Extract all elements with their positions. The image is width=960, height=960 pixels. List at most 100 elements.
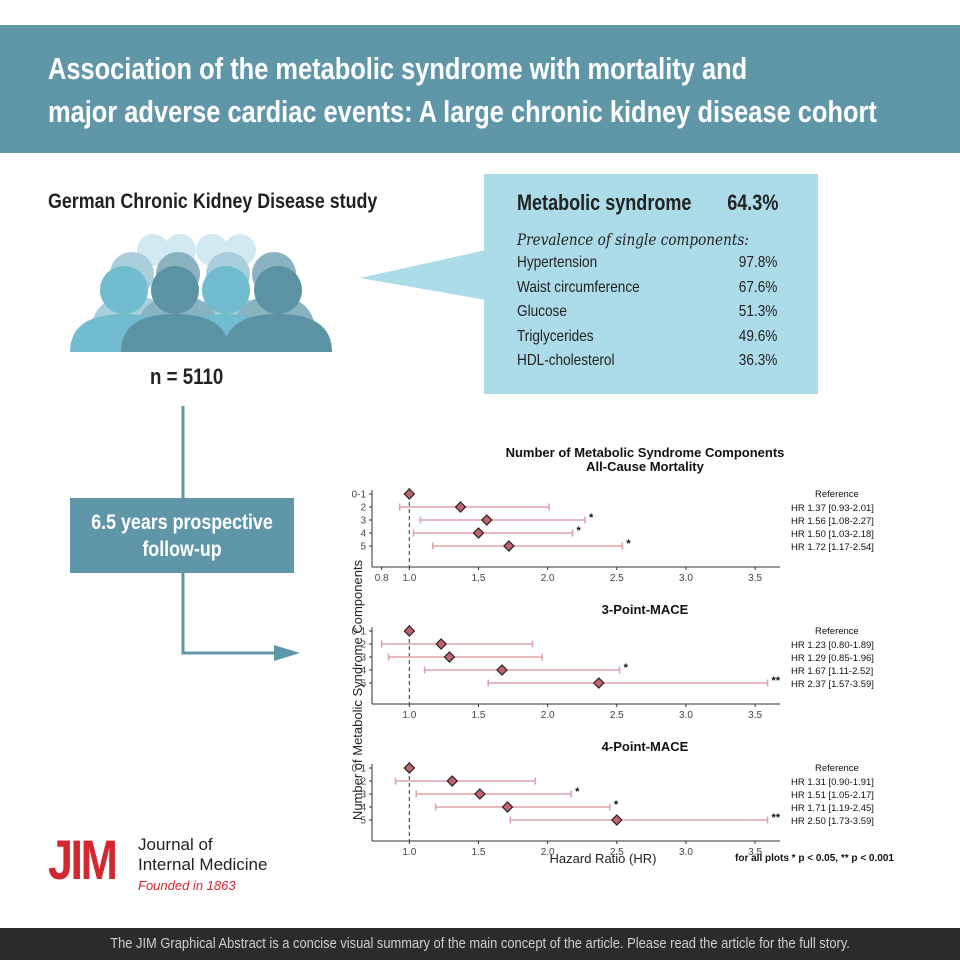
significance-label: ** (772, 812, 781, 824)
hr-point (403, 625, 416, 637)
significance-label: * (589, 512, 594, 524)
component-list: Hypertension 97.8% Waist circumference 6… (517, 254, 777, 377)
hr-point (403, 762, 416, 774)
list-item: Glucose 51.3% (517, 303, 777, 328)
hr-point (403, 488, 416, 500)
hr-label: Reference (815, 489, 859, 500)
logo-line-2: Internal Medicine (138, 855, 268, 874)
component-value: 49.6% (738, 327, 777, 345)
x-tick-label: 1.0 (402, 573, 416, 584)
footnote: for all plots * p < 0.05, ** p < 0.001 (735, 853, 894, 864)
y-tick-label: 0-1 (352, 490, 367, 501)
hr-label: HR 1.51 [1.05-2.17] (791, 790, 874, 801)
x-tick-label: 3.0 (679, 710, 693, 721)
chart-title: Number of Metabolic Syndrome Components (506, 445, 785, 460)
list-item: Waist circumference 67.6% (517, 279, 777, 304)
component-name: Hypertension (517, 254, 598, 271)
x-tick-label: 3.0 (679, 573, 693, 584)
forest-plot: Number of Metabolic Syndrome Components … (350, 445, 894, 866)
x-tick-label: 2.5 (610, 573, 624, 584)
x-tick-label: 3.5 (748, 710, 762, 721)
y-tick-label: 4 (360, 529, 366, 540)
metabolic-syndrome-label: Metabolic syndrome (517, 190, 692, 215)
hr-label: HR 1.56 [1.08-2.27] (791, 516, 874, 527)
study-name: German Chronic Kidney Disease study (48, 190, 378, 213)
x-tick-label: 1.0 (402, 710, 416, 721)
list-item: HDL-cholesterol 36.3% (517, 352, 777, 377)
y-tick-label: 0-1 (352, 764, 367, 775)
hr-label: HR 1.23 [0.80-1.89] (791, 640, 874, 651)
hr-point (435, 638, 448, 650)
significance-label: * (626, 538, 631, 550)
footer: The JIM Graphical Abstract is a concise … (0, 928, 960, 960)
hr-label: HR 1.67 [1.11-2.52] (791, 666, 873, 677)
x-tick-label: 1.5 (472, 847, 486, 858)
followup-line-1: 6.5 years prospective (91, 510, 273, 534)
people-illustration-icon (70, 234, 332, 352)
prevalence-box: Metabolic syndrome 64.3% Prevalence of s… (484, 174, 818, 394)
x-tick-label: 0.8 (375, 573, 389, 584)
hr-point (480, 514, 493, 526)
page-title: Association of the metabolic syndrome wi… (48, 47, 877, 133)
callout-pointer (360, 250, 486, 300)
x-tick-label: 2.5 (610, 847, 624, 858)
hr-label: HR 2.50 [1.73-3.59] (791, 816, 874, 827)
hr-point (443, 651, 456, 663)
title-line-1: Association of the metabolic syndrome wi… (48, 51, 748, 86)
y-tick-label: 5 (360, 542, 366, 553)
x-tick-label: 3.0 (679, 847, 693, 858)
x-tick-label: 1.5 (472, 573, 486, 584)
logo-line-3: Founded in 1863 (138, 878, 236, 893)
panel-title: 4-Point-MACE (602, 739, 689, 754)
arrow-head-icon (274, 645, 300, 661)
significance-label: ** (772, 675, 781, 687)
logo-mark: JIM (48, 828, 118, 891)
hr-point (446, 775, 459, 787)
panel-title: All-Cause Mortality (586, 459, 705, 474)
x-tick-label: 3.5 (748, 847, 762, 858)
y-tick-label: 2 (360, 640, 366, 651)
x-tick-label: 2.0 (541, 847, 555, 858)
y-tick-label: 0-1 (352, 627, 367, 638)
hr-label: Reference (815, 763, 859, 774)
panel-title: 3-Point-MACE (602, 602, 689, 617)
y-tick-label: 3 (360, 516, 366, 527)
hr-label: HR 1.37 [0.93-2.01] (791, 503, 874, 514)
logo-line-1: Journal of (138, 835, 213, 854)
footer-text: The JIM Graphical Abstract is a concise … (110, 935, 850, 952)
component-name: Glucose (517, 303, 567, 320)
significance-label: * (575, 786, 580, 798)
y-tick-label: 3 (360, 790, 366, 801)
metabolic-syndrome-value: 64.3% (726, 190, 778, 215)
hr-label: HR 2.37 [1.57-3.59] (791, 679, 874, 690)
component-value: 36.3% (738, 352, 777, 369)
hr-label: HR 1.50 [1.03-2.18] (791, 529, 874, 540)
component-value: 67.6% (738, 278, 777, 296)
y-tick-label: 4 (360, 666, 366, 677)
hr-label: HR 1.29 [0.85-1.96] (791, 653, 874, 664)
y-tick-label: 5 (360, 816, 366, 827)
x-tick-label: 3.5 (748, 573, 762, 584)
component-name: HDL-cholesterol (517, 352, 615, 369)
followup-line-2: follow-up (142, 537, 222, 561)
y-tick-label: 2 (360, 503, 366, 514)
y-axis-label: Number of Metabolic Syndrome Components (350, 559, 365, 820)
hr-label: Reference (815, 626, 859, 637)
x-tick-label: 2.0 (541, 710, 555, 721)
component-name: Waist circumference (517, 278, 640, 296)
hr-point (474, 788, 486, 800)
x-tick-label: 1.5 (472, 710, 486, 721)
y-tick-label: 5 (360, 679, 366, 690)
y-tick-label: 4 (360, 803, 366, 814)
x-tick-label: 2.5 (610, 710, 624, 721)
hr-point (610, 814, 623, 826)
hr-point (454, 501, 467, 513)
hr-label: HR 1.31 [0.90-1.91] (791, 777, 874, 788)
component-name: Triglycerides (517, 327, 594, 345)
hr-point (472, 527, 485, 539)
hr-point (503, 540, 515, 552)
significance-label: * (624, 662, 629, 674)
hr-point (592, 677, 605, 689)
y-tick-label: 2 (360, 777, 366, 788)
followup-box: 6.5 years prospective follow-up (70, 498, 294, 573)
